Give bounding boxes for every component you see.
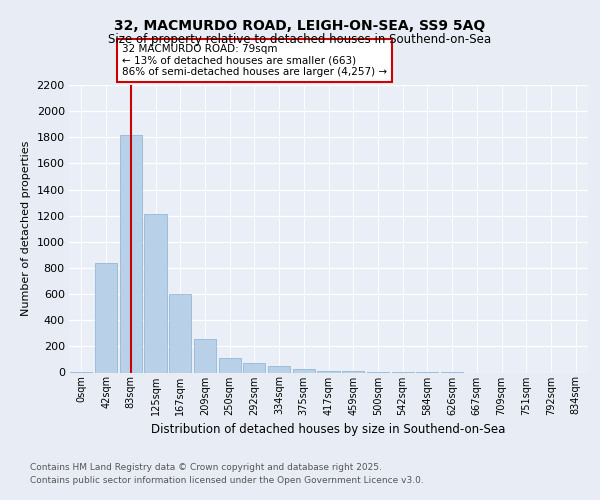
Text: Contains HM Land Registry data © Crown copyright and database right 2025.: Contains HM Land Registry data © Crown c… [30, 464, 382, 472]
Bar [95, 262, 117, 372]
Bar [218, 358, 241, 372]
Bar [119, 134, 142, 372]
Bar [169, 294, 191, 372]
Bar [268, 366, 290, 372]
Text: 32 MACMURDO ROAD: 79sqm
← 13% of detached houses are smaller (663)
86% of semi-d: 32 MACMURDO ROAD: 79sqm ← 13% of detache… [122, 44, 387, 77]
Bar [243, 362, 265, 372]
Bar [194, 338, 216, 372]
Text: Size of property relative to detached houses in Southend-on-Sea: Size of property relative to detached ho… [109, 32, 491, 46]
Y-axis label: Number of detached properties: Number of detached properties [21, 141, 31, 316]
Text: 32, MACMURDO ROAD, LEIGH-ON-SEA, SS9 5AQ: 32, MACMURDO ROAD, LEIGH-ON-SEA, SS9 5AQ [115, 19, 485, 33]
Bar [145, 214, 167, 372]
Bar [293, 369, 315, 372]
X-axis label: Distribution of detached houses by size in Southend-on-Sea: Distribution of detached houses by size … [151, 423, 506, 436]
Bar [317, 370, 340, 372]
Text: Contains public sector information licensed under the Open Government Licence v3: Contains public sector information licen… [30, 476, 424, 485]
